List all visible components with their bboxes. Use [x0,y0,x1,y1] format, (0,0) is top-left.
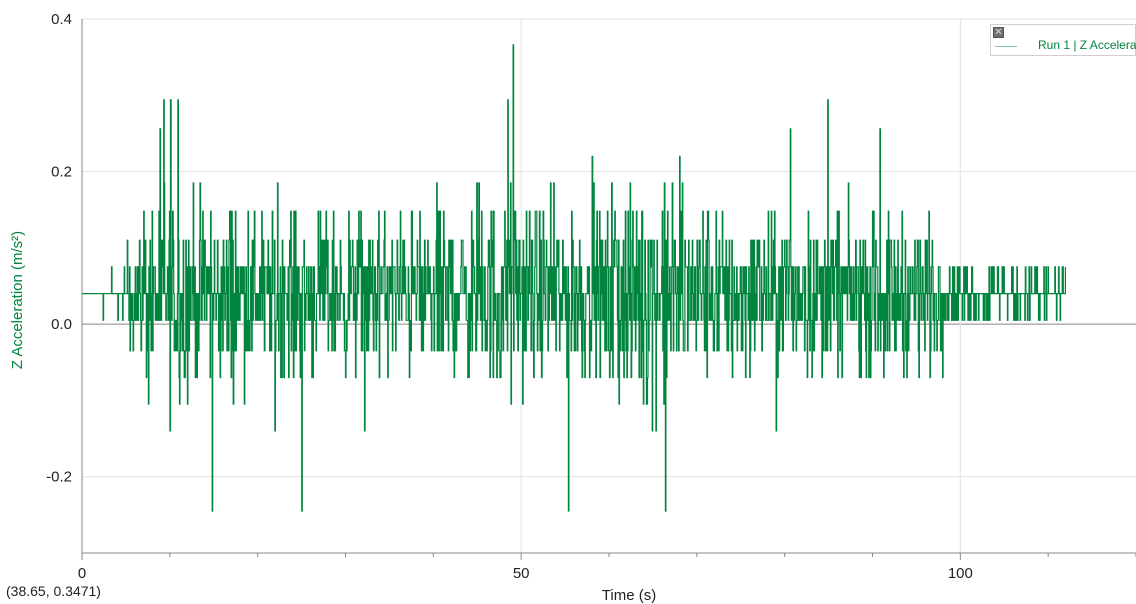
y-tick-label: 0.2 [51,164,72,181]
x-tick-label: 50 [513,565,530,582]
legend-label: Run 1 | Z Acceleration [1038,38,1136,52]
legend-swatch [995,46,1017,47]
x-tick-label: 0 [78,565,86,582]
series-line-run-1 [82,44,1066,512]
legend[interactable]: ✕ Run 1 | Z Acceleration [990,24,1136,56]
y-axis-title: Z Acceleration (m/s²) [9,231,26,369]
y-tick-label: 0.0 [51,316,72,333]
y-tick-label: -0.2 [46,469,72,486]
y-tick-label: 0.4 [51,11,72,28]
close-icon[interactable]: ✕ [993,27,1004,38]
x-tick-label: 100 [948,565,973,582]
coordinate-readout: (38.65, 0.3471) [6,583,101,599]
x-axis-title: Time (s) [602,587,656,604]
